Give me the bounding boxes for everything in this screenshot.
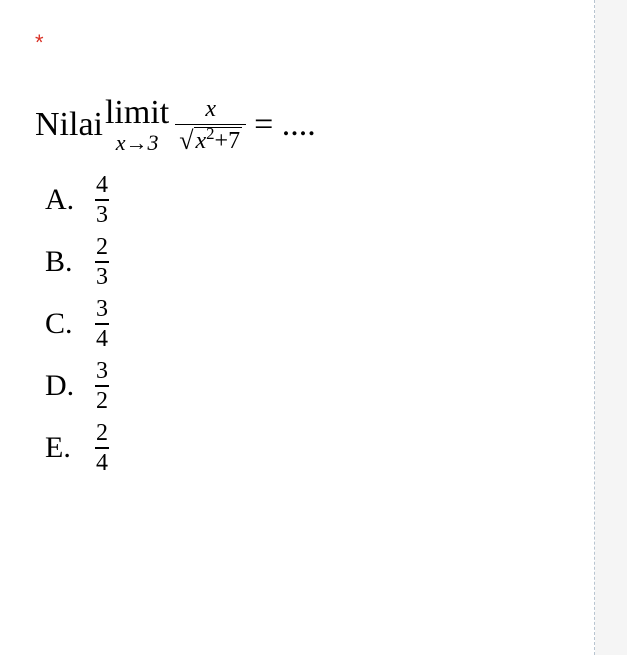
sqrt-tail: +7 (215, 128, 241, 154)
required-asterisk: * (35, 30, 559, 56)
option-c[interactable]: C. 3 4 (45, 297, 559, 351)
sqrt-expression: √ x2+7 (179, 127, 242, 154)
limit-notation: limit x→3 (105, 96, 169, 154)
option-fraction: 2 3 (95, 235, 109, 289)
limit-target: 3 (147, 130, 158, 155)
option-label: B. (45, 245, 95, 279)
options-list: A. 4 3 B. 2 3 C. 3 4 D. (35, 173, 559, 475)
option-b[interactable]: B. 2 3 (45, 235, 559, 289)
question-prefix: Nilai (35, 96, 103, 144)
option-fraction: 3 4 (95, 297, 109, 351)
option-denominator: 4 (96, 325, 108, 351)
option-denominator: 4 (96, 449, 108, 475)
fraction-denominator: √ x2+7 (175, 124, 246, 154)
main-fraction: x √ x2+7 (175, 96, 246, 155)
option-denominator: 2 (96, 387, 108, 413)
question-text: Nilai limit x→3 x √ x2+7 = .... (35, 96, 559, 155)
option-numerator: 4 (96, 173, 108, 199)
option-fraction: 2 4 (95, 421, 109, 475)
option-fraction: 3 2 (95, 359, 109, 413)
sqrt-content: x2+7 (194, 127, 243, 154)
sqrt-exponent: 2 (206, 124, 214, 143)
option-label: A. (45, 183, 95, 217)
option-numerator: 2 (96, 421, 108, 447)
option-numerator: 3 (96, 359, 108, 385)
limit-subscript: x→3 (116, 132, 159, 154)
option-denominator: 3 (96, 263, 108, 289)
equals-dots: = .... (254, 96, 316, 144)
option-denominator: 3 (96, 201, 108, 227)
option-label: E. (45, 431, 95, 465)
question-panel: * Nilai limit x→3 x √ x2+7 = .... A. 4 (0, 0, 595, 655)
sqrt-sign: √ (179, 128, 193, 154)
limit-word: limit (105, 96, 169, 130)
limit-arrow: → (125, 130, 147, 155)
option-e[interactable]: E. 2 4 (45, 421, 559, 475)
option-numerator: 2 (96, 235, 108, 261)
fraction-numerator: x (201, 96, 220, 124)
option-numerator: 3 (96, 297, 108, 323)
sqrt-x: x (196, 128, 207, 154)
option-label: D. (45, 369, 95, 403)
option-label: C. (45, 307, 95, 341)
option-d[interactable]: D. 3 2 (45, 359, 559, 413)
option-fraction: 4 3 (95, 173, 109, 227)
option-a[interactable]: A. 4 3 (45, 173, 559, 227)
